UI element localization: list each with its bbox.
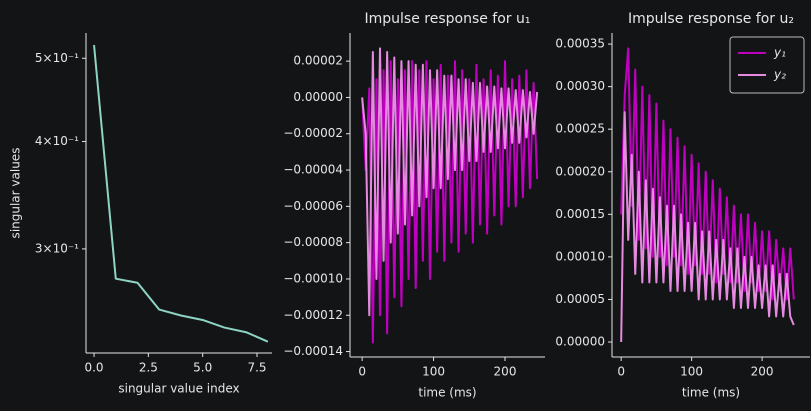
y-tick-label: 0.00015 xyxy=(555,207,605,221)
y-tick-label: −0.00006 xyxy=(283,199,343,213)
y-tick-label: 0.00025 xyxy=(555,122,605,136)
x-tick-label: 200 xyxy=(751,365,774,379)
series-line xyxy=(93,44,269,343)
y-tick-label: −0.00012 xyxy=(283,308,343,322)
y-tick-label: 0.00035 xyxy=(555,37,605,51)
y-tick-label: −0.00002 xyxy=(283,126,343,140)
x-tick-label: 5.0 xyxy=(193,361,212,375)
y-tick-label: 0.00000 xyxy=(293,90,343,104)
chart-title: Impulse response for u₂ xyxy=(628,11,794,27)
y-tick-label: 5×10⁻¹ xyxy=(35,51,79,65)
y-tick-label: −0.00014 xyxy=(283,344,343,358)
y-axis-label: singular values xyxy=(9,148,23,239)
x-tick-label: 0.0 xyxy=(84,361,103,375)
x-axis-label: time (ms) xyxy=(418,386,476,400)
y-tick-label: 0.00000 xyxy=(555,335,605,349)
y-tick-label: 0.00005 xyxy=(555,292,605,306)
y-tick-label: 3×10⁻¹ xyxy=(35,241,79,255)
legend-box xyxy=(729,36,805,94)
x-tick-label: 0 xyxy=(617,365,625,379)
y-tick-label: −0.00010 xyxy=(283,271,343,285)
y-tick-label: −0.00004 xyxy=(283,163,343,177)
x-axis-label: time (ms) xyxy=(682,386,740,400)
x-tick-label: 0 xyxy=(358,365,366,379)
y-tick-label: 0.00030 xyxy=(555,79,605,93)
series-line xyxy=(361,47,539,317)
x-tick-label: 200 xyxy=(494,365,517,379)
y-tick-label: 4×10⁻¹ xyxy=(35,134,79,148)
legend-label: y₁ xyxy=(773,46,786,60)
x-tick-label: 100 xyxy=(680,365,703,379)
y-tick-label: −0.00008 xyxy=(283,235,343,249)
x-tick-label: 100 xyxy=(422,365,445,379)
y-tick-label: 0.00020 xyxy=(555,164,605,178)
series-line xyxy=(620,111,795,343)
series-line xyxy=(361,60,539,344)
y-tick-label: 0.00002 xyxy=(293,54,343,68)
legend-label: y₂ xyxy=(773,68,786,82)
x-axis-label: singular value index xyxy=(118,382,239,396)
x-tick-label: 2.5 xyxy=(139,361,158,375)
y-tick-label: 0.00010 xyxy=(555,249,605,263)
x-tick-label: 7.5 xyxy=(247,361,266,375)
chart-title: Impulse response for u₁ xyxy=(365,11,531,27)
